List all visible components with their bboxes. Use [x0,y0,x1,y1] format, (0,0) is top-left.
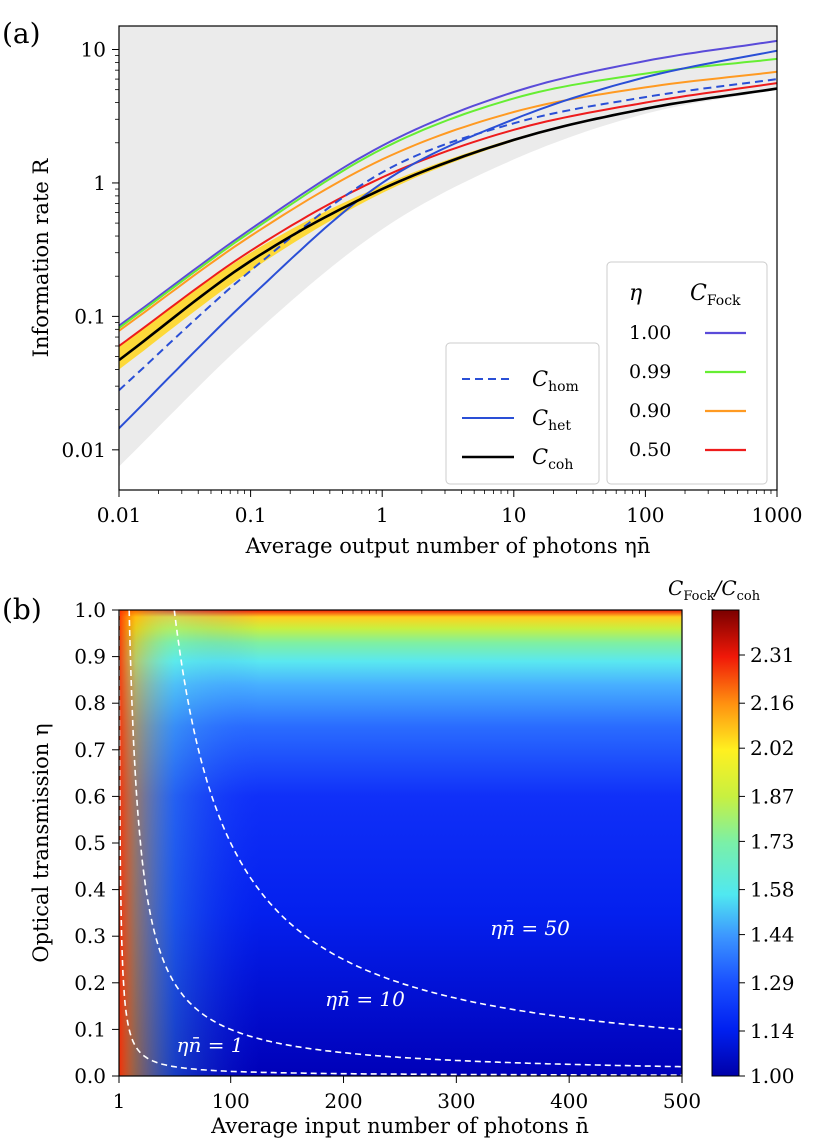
xtick-label-a: 100 [626,503,664,527]
contour-label-1: ηn̄ = 10 [325,987,405,1011]
colorbar-ticks: 2.31 2.16 2.02 1.87 1.73 1.58 1.44 1.29 1.14 1.00 [739,643,795,1088]
series-line-0 [119,39,777,327]
colorbar-tick-label: 1.14 [750,1019,795,1043]
colorbar [711,609,740,1077]
colorbar-tick-label: 1.58 [750,878,795,902]
panel-b-xlabel: Average input number of photons n̄ [210,1114,589,1138]
xtick-label-a: 1 [376,503,389,527]
heatmap-edge-highlight [119,610,682,1076]
ytick-label-b: 0.9 [74,645,106,669]
ytick-label-a: 1 [93,171,106,195]
colorbar-tick-label: 1.73 [750,829,795,853]
xtick-label-b: 100 [212,1089,250,1113]
legend-main-label: Ccoh [532,445,573,473]
colorbar-tick-label: 2.16 [750,691,795,715]
ytick-label-b: 0.0 [74,1064,106,1088]
xtick-label-a: 0.01 [97,503,142,527]
ytick-label-b: 0.7 [74,738,106,762]
xtick-label-b: 300 [437,1089,475,1113]
panel-a: 0.01 0.1 1 10 100 1000 0.01 0.1 1 10 η CFock 1.00… [29,25,802,558]
series-line-4 [119,78,777,391]
ytick-label-a: 10 [81,37,106,61]
panel-a-ticks: 0.01 0.1 1 10 100 1000 0.01 0.1 1 10 [61,37,802,527]
xtick-label-a: 1000 [752,503,803,527]
colorbar-tick-label: 1.29 [750,971,795,995]
panel-b-ticks: 1 100 200 300 400 500 0.0 0.1 0.2 0.3 0.4 0.5 0.6 0.7… [74,598,701,1113]
ytick-label-b: 0.3 [74,924,106,948]
colorbar-tick-label: 1.00 [750,1064,795,1088]
ytick-label-b: 0.5 [74,831,106,855]
contour-labels: ηn̄ = 1 ηn̄ = 10 ηn̄ = 50 [176,916,570,1057]
panel-a-xlabel: Average output number of photons ηn̄ [245,534,651,558]
colorbar-tick-label: 2.31 [750,643,795,667]
contour-line-1 [128,610,682,1068]
panel-b-label: (b) [2,593,42,626]
legend-main-box [445,342,600,485]
series-line-1 [119,57,777,329]
xtick-label-a: 0.1 [235,503,267,527]
ytick-label-b: 0.4 [74,878,106,902]
panel-b: 1 100 200 300 400 500 0.0 0.1 0.2 0.3 0.4 0.5 0.6 0.7… [29,576,795,1138]
contour-line-2 [173,610,682,1031]
panel-a-series [119,39,777,430]
ytick-label-b: 0.2 [74,971,106,995]
legend-fock-eta: 1.00 [629,322,671,344]
xtick-label-a: 10 [501,503,526,527]
legend-fock: η CFock 1.00 0.99 0.90 0.50 [606,261,768,485]
contour-line-0 [119,610,682,1076]
legend-main-label: Chom [532,367,579,395]
panel-a-label: (a) [2,17,41,50]
legend-main: Chom Chet Ccoh [445,342,600,485]
contour-label-2: ηn̄ = 50 [490,916,570,940]
series-line-3 [119,82,777,347]
contour-lines [119,610,682,1076]
legend-fock-eta: 0.50 [629,439,671,461]
contour-label-0: ηn̄ = 1 [176,1033,243,1057]
colorbar-title: CFock/Ccoh [668,576,761,604]
series-line-6 [119,87,777,362]
legend-fock-eta: 0.90 [629,400,671,422]
ytick-label-b: 0.8 [74,691,106,715]
legend-fock-series-header: CFock [690,281,741,309]
colorbar-tick-label: 1.44 [750,923,795,947]
series-line-2 [119,70,777,332]
ytick-label-b: 1.0 [74,598,106,622]
series-line-5 [119,49,777,430]
ytick-label-b: 0.6 [74,784,106,808]
legend-fock-box [606,261,768,485]
legend-fock-eta-header: η [629,281,642,306]
legend-fock-eta: 0.99 [629,361,671,383]
xtick-label-b: 1 [113,1089,126,1113]
colorbar-tick-label: 1.87 [750,784,795,808]
panel-b-ylabel: Optical transmission η [29,723,53,962]
panel-a-ylabel: Information rate R [29,158,53,358]
xtick-label-b: 400 [550,1089,588,1113]
xtick-label-b: 200 [324,1089,362,1113]
ytick-label-a: 0.01 [61,438,106,462]
panel-a-frame [118,25,778,491]
ytick-label-b: 0.1 [74,1017,106,1041]
legend-main-label: Chet [532,406,571,434]
colorbar-tick-label: 2.02 [750,736,795,760]
xtick-label-b: 500 [663,1089,701,1113]
ytick-label-a: 0.1 [74,304,106,328]
